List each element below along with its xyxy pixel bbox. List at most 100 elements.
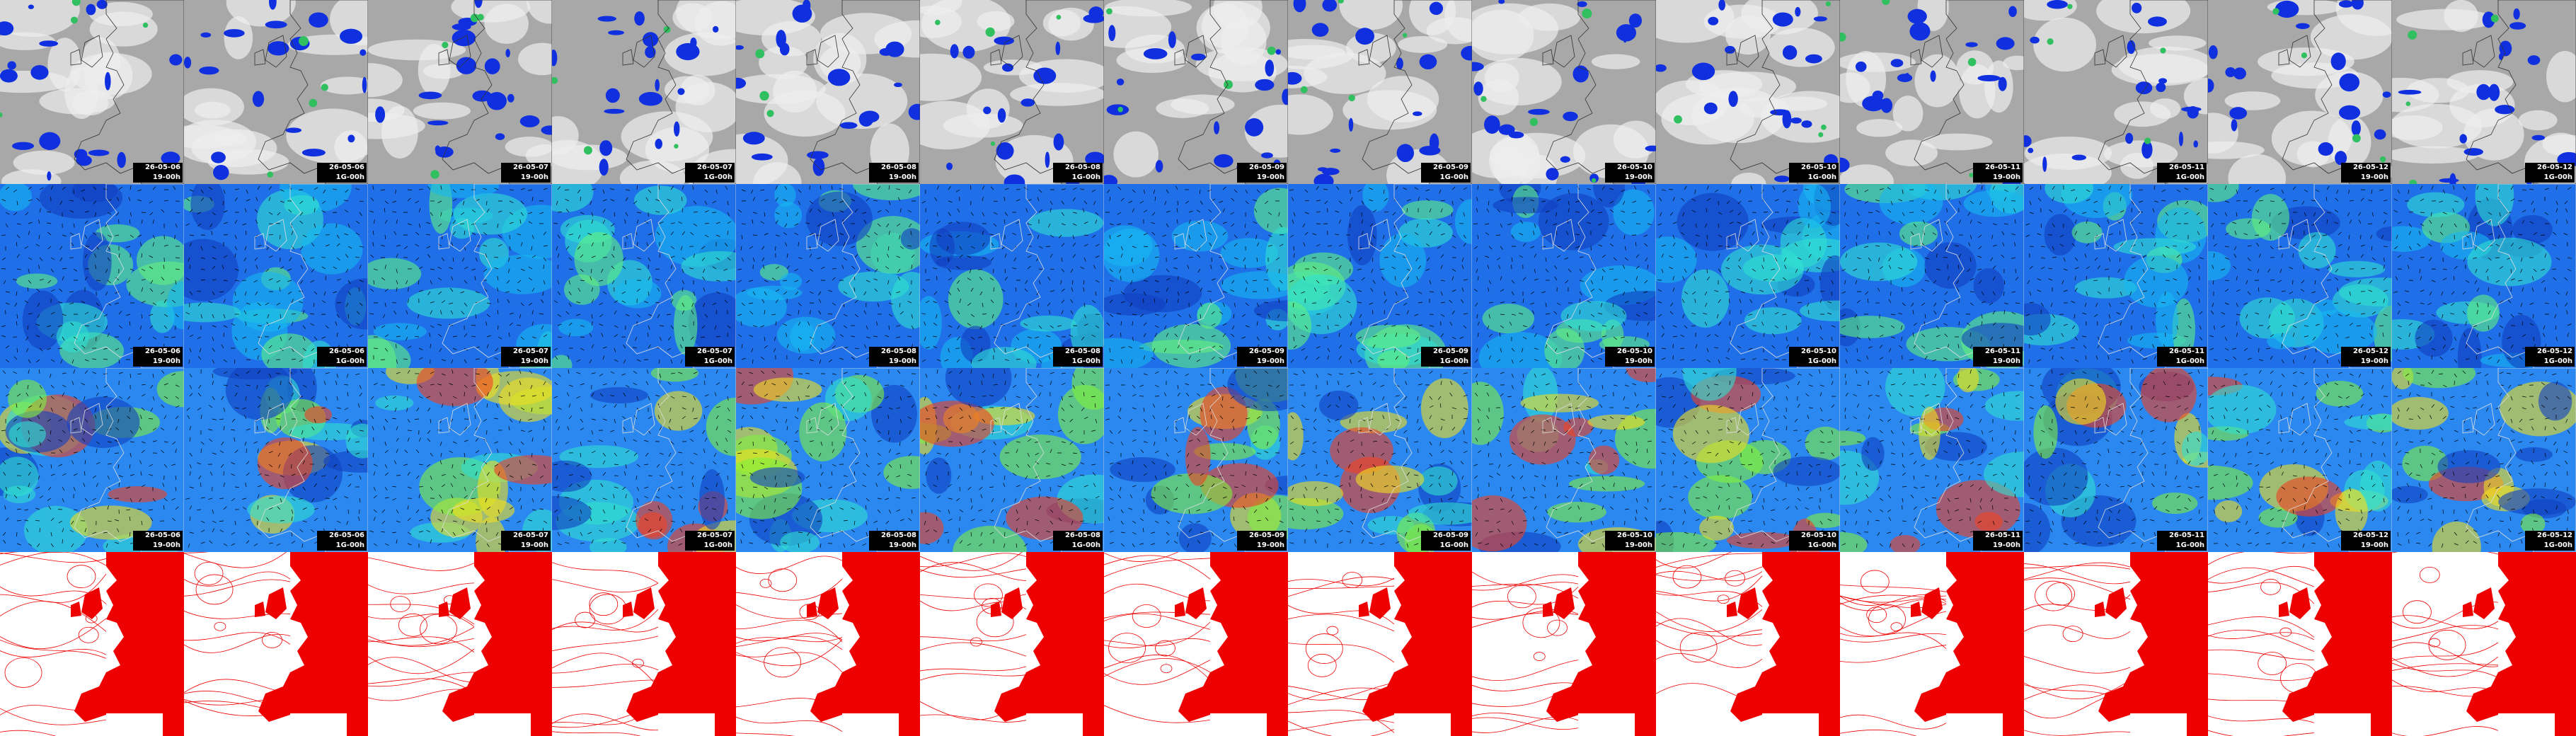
map-image	[184, 184, 368, 368]
date-label: 26-05-09	[1421, 163, 1471, 173]
map-image	[2024, 368, 2208, 552]
time-label: 1G-00h	[1421, 357, 1471, 367]
date-label: 26-05-07	[501, 347, 551, 357]
map-panel: 26-05-10 19-00h	[1472, 184, 1656, 368]
time-label: 19-00h	[1973, 173, 2023, 183]
map-image	[2024, 552, 2208, 736]
map-image	[184, 0, 368, 184]
date-label: 26-05-06	[317, 347, 367, 357]
map-image	[1656, 184, 1840, 368]
time-label: 19-00h	[2341, 357, 2391, 367]
map-panel	[184, 552, 368, 736]
map-image	[2392, 368, 2576, 552]
map-image	[0, 184, 184, 368]
map-panel: 26-05-08 1G-00h	[920, 0, 1104, 184]
map-image	[2392, 0, 2576, 184]
map-panel: 26-05-07 19-00h	[368, 184, 552, 368]
date-label: 26-05-09	[1237, 163, 1287, 173]
time-label: 1G-00h	[317, 541, 367, 551]
time-label: 19-00h	[133, 541, 183, 551]
map-image	[2024, 184, 2208, 368]
map-image	[1840, 0, 2024, 184]
date-label: 26-05-12	[2525, 531, 2575, 541]
map-panel: 26-05-06 1G-00h	[184, 368, 368, 552]
date-label: 26-05-10	[1789, 347, 1839, 357]
map-panel	[552, 552, 736, 736]
map-image	[1104, 0, 1288, 184]
date-label: 26-05-08	[869, 531, 919, 541]
map-image	[368, 0, 552, 184]
map-image	[1104, 552, 1288, 736]
map-image	[1472, 0, 1656, 184]
time-label: 19-00h	[869, 357, 919, 367]
map-image	[1656, 552, 1840, 736]
map-panel: 26-05-07 1G-00h	[552, 184, 736, 368]
date-label: 26-05-08	[869, 347, 919, 357]
time-label: 1G-00h	[2157, 541, 2207, 551]
map-panel: 26-05-10 19-00h	[1472, 368, 1656, 552]
map-panel: 26-05-08 19-00h	[736, 184, 920, 368]
map-panel	[1104, 552, 1288, 736]
map-panel: 26-05-12 19-00h	[2208, 0, 2392, 184]
map-image	[736, 0, 920, 184]
map-panel: 26-05-06 1G-00h	[184, 184, 368, 368]
map-image	[0, 0, 184, 184]
time-label: 19-00h	[869, 541, 919, 551]
map-panel: 26-05-11 1G-00h	[2024, 0, 2208, 184]
map-panel	[1472, 552, 1656, 736]
map-image	[184, 552, 368, 736]
map-panel: 26-05-11 1G-00h	[2024, 368, 2208, 552]
map-image	[2392, 184, 2576, 368]
time-label: 19-00h	[501, 357, 551, 367]
map-panel: 26-05-11 19-00h	[1840, 184, 2024, 368]
time-label: 19-00h	[1237, 173, 1287, 183]
map-panel	[2392, 552, 2576, 736]
time-label: 19-00h	[1237, 357, 1287, 367]
map-image	[2208, 368, 2392, 552]
map-panel: 26-05-11 1G-00h	[2024, 184, 2208, 368]
map-panel: 26-05-06 19-00h	[0, 368, 184, 552]
map-panel: 26-05-07 19-00h	[368, 0, 552, 184]
map-panel: 26-05-11 19-00h	[1840, 368, 2024, 552]
map-image	[2208, 552, 2392, 736]
map-image	[1104, 184, 1288, 368]
time-label: 1G-00h	[2525, 173, 2575, 183]
map-panel: 26-05-12 19-00h	[2208, 368, 2392, 552]
time-label: 1G-00h	[1789, 173, 1839, 183]
time-label: 1G-00h	[2157, 357, 2207, 367]
map-panel: 26-05-12 1G-00h	[2392, 0, 2576, 184]
map-image	[1288, 552, 1472, 736]
map-image	[1840, 184, 2024, 368]
map-panel: 26-05-11 19-00h	[1840, 0, 2024, 184]
time-label: 1G-00h	[1789, 357, 1839, 367]
map-image	[368, 184, 552, 368]
time-label: 19-00h	[1605, 541, 1655, 551]
date-label: 26-05-10	[1605, 347, 1655, 357]
map-panel: 26-05-09 1G-00h	[1288, 0, 1472, 184]
map-image	[552, 368, 736, 552]
date-label: 26-05-08	[1053, 163, 1103, 173]
time-label: 19-00h	[869, 173, 919, 183]
map-panel: 26-05-10 1G-00h	[1656, 368, 1840, 552]
map-panel: 26-05-06 19-00h	[0, 0, 184, 184]
map-panel: 26-05-12 19-00h	[2208, 184, 2392, 368]
time-label: 19-00h	[1237, 541, 1287, 551]
map-panel: 26-05-10 1G-00h	[1656, 0, 1840, 184]
map-image	[2208, 0, 2392, 184]
date-label: 26-05-11	[1973, 163, 2023, 173]
map-panel	[1840, 552, 2024, 736]
time-label: 19-00h	[1605, 357, 1655, 367]
time-label: 1G-00h	[1421, 173, 1471, 183]
date-label: 26-05-12	[2341, 347, 2391, 357]
map-panel: 26-05-06 19-00h	[0, 184, 184, 368]
map-panel: 26-05-07 1G-00h	[552, 368, 736, 552]
date-label: 26-05-10	[1605, 163, 1655, 173]
map-panel: 26-05-08 19-00h	[736, 368, 920, 552]
date-label: 26-05-07	[685, 531, 735, 541]
time-label: 1G-00h	[1053, 541, 1103, 551]
time-label: 1G-00h	[1789, 541, 1839, 551]
time-label: 19-00h	[501, 541, 551, 551]
map-image	[736, 368, 920, 552]
map-image	[1288, 184, 1472, 368]
